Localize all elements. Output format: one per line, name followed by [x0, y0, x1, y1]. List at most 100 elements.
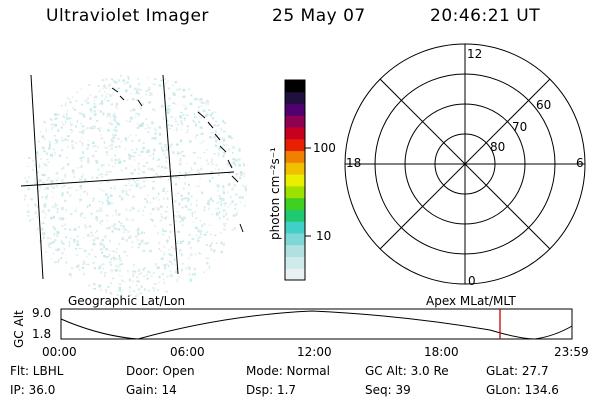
uv-speckle [212, 200, 214, 202]
uv-speckle [152, 186, 155, 190]
uv-speckle [223, 152, 226, 155]
uv-speckle [184, 182, 186, 185]
uv-speckle [222, 155, 225, 158]
uv-speckle [134, 116, 136, 119]
uv-speckle [111, 144, 114, 146]
uv-speckle [50, 216, 53, 220]
uv-speckle [111, 229, 113, 231]
uv-speckle [174, 81, 177, 84]
uv-speckle [39, 187, 41, 189]
uv-speckle [121, 192, 124, 194]
latitude-line [20, 171, 235, 187]
uv-speckle [244, 186, 247, 190]
uv-speckle [232, 158, 235, 161]
uv-speckle [196, 204, 198, 206]
uv-speckle [83, 250, 87, 252]
uv-speckle [105, 291, 108, 294]
uv-speckle [115, 268, 118, 272]
uv-speckle [100, 220, 104, 222]
timeline-xtick-0600: 06:00 [170, 345, 205, 359]
uv-speckle [62, 166, 65, 170]
uv-speckle [185, 267, 187, 270]
uv-speckle [164, 145, 167, 148]
uv-speckle [154, 127, 157, 130]
uv-speckle [63, 228, 67, 230]
uv-speckle [37, 190, 40, 192]
uv-speckle [106, 171, 108, 173]
uv-speckle [169, 163, 172, 165]
uv-speckle [61, 137, 63, 140]
uv-speckle [32, 160, 34, 162]
uv-speckle [120, 224, 123, 227]
uv-speckle [71, 130, 74, 132]
uv-speckle [105, 179, 108, 183]
uv-speckle [162, 149, 165, 151]
uv-speckle [131, 206, 134, 208]
uv-speckle [41, 209, 45, 213]
uv-speckle [104, 78, 108, 81]
uv-speckle [81, 175, 83, 179]
uv-speckle [223, 191, 226, 195]
uv-speckle [47, 209, 51, 212]
uv-speckle [139, 138, 141, 141]
uv-speckle [110, 263, 112, 266]
uv-speckle [37, 155, 40, 157]
uv-speckle [107, 285, 110, 288]
uv-speckle [163, 281, 165, 284]
uv-speckle [218, 133, 220, 135]
uv-speckle [41, 135, 45, 139]
uv-speckle [86, 101, 90, 104]
uv-speckle [228, 172, 231, 174]
uv-speckle [157, 199, 160, 201]
uv-speckle [166, 206, 168, 209]
uv-speckle [164, 78, 167, 80]
uv-speckle [147, 194, 149, 197]
uv-speckle [121, 81, 123, 83]
uv-speckle [217, 186, 220, 188]
uv-speckle [220, 250, 223, 254]
uv-speckle [157, 192, 160, 196]
uv-speckle [134, 168, 136, 171]
uv-speckle [93, 262, 95, 264]
uv-speckle [83, 272, 85, 276]
uv-speckle [210, 160, 213, 163]
timeline-xtick-2359: 23:59 [554, 345, 589, 359]
uv-speckle [99, 134, 102, 136]
uv-speckle [48, 144, 51, 147]
uv-speckle [158, 248, 161, 250]
uv-speckle [172, 102, 175, 104]
uv-speckle [31, 218, 34, 220]
uv-speckle [209, 244, 212, 248]
uv-speckle [117, 87, 120, 90]
uv-speckle [181, 253, 183, 257]
uv-speckle [182, 114, 185, 116]
uv-speckle [115, 209, 117, 213]
uv-speckle [202, 141, 204, 144]
uv-speckle [232, 152, 234, 154]
uv-speckle [69, 275, 72, 278]
uv-speckle [105, 248, 109, 251]
uv-speckle [60, 179, 64, 182]
uv-speckle [53, 151, 57, 154]
uv-speckle [96, 230, 98, 232]
uv-speckle [231, 187, 234, 191]
uv-speckle [185, 114, 189, 116]
uv-speckle [190, 94, 193, 97]
uv-speckle [75, 125, 77, 128]
uv-speckle [95, 216, 98, 220]
uv-speckle [105, 151, 108, 153]
uv-speckle [147, 270, 150, 273]
uv-speckle [213, 135, 216, 139]
uv-speckle [141, 103, 144, 106]
uv-speckle [165, 192, 167, 195]
uv-speckle [179, 158, 182, 161]
uv-speckle [149, 92, 152, 95]
uv-speckle [95, 105, 97, 109]
uv-speckle [27, 214, 30, 217]
uv-speckle [236, 209, 238, 212]
uv-speckle [129, 110, 133, 112]
uv-speckle [101, 87, 105, 89]
uv-speckle [106, 93, 109, 95]
uv-speckle [78, 226, 80, 228]
uv-speckle [178, 177, 181, 180]
